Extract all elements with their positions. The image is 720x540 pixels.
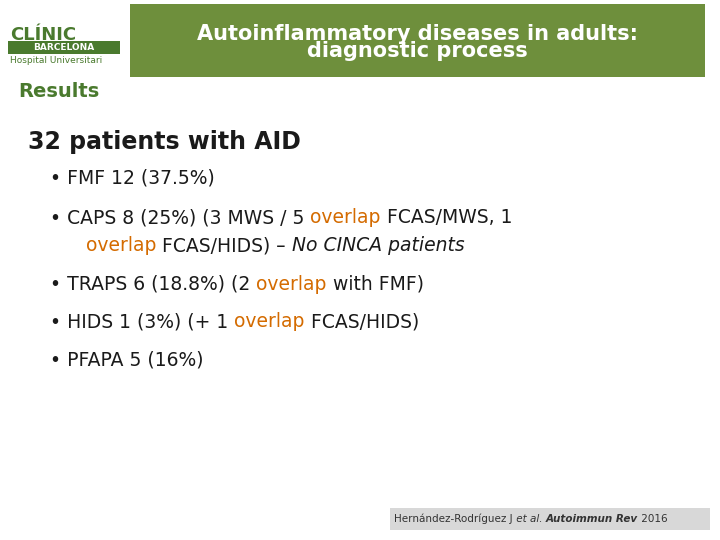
Text: Results: Results [18,82,99,101]
Text: 32 patients with AID: 32 patients with AID [28,130,301,154]
Text: Hospital Universitari: Hospital Universitari [10,56,102,65]
Text: et al.: et al. [513,514,545,524]
Text: overlap: overlap [68,236,156,255]
Text: Autoimmun Rev: Autoimmun Rev [545,514,637,524]
Text: overlap: overlap [256,275,327,294]
Text: • HIDS 1 (3%) (+ 1: • HIDS 1 (3%) (+ 1 [50,312,234,331]
Text: No CINCA patients: No CINCA patients [292,236,464,255]
Text: Autoinflammatory diseases in adults:: Autoinflammatory diseases in adults: [197,24,638,44]
Text: 2016: 2016 [637,514,667,524]
Text: BARCELONA: BARCELONA [33,43,94,52]
Text: FCAS/HIDS) –: FCAS/HIDS) – [156,236,292,255]
Text: CLÍNIC: CLÍNIC [10,26,76,44]
Text: FCAS/HIDS): FCAS/HIDS) [305,312,419,331]
Text: • TRAPS 6 (18.8%) (2: • TRAPS 6 (18.8%) (2 [50,275,256,294]
Text: diagnostic process: diagnostic process [307,41,528,62]
Text: with FMF): with FMF) [327,275,423,294]
Text: Hernández-Rodríguez J: Hernández-Rodríguez J [394,514,513,524]
Text: overlap: overlap [234,312,305,331]
Text: • PFAPA 5 (16%): • PFAPA 5 (16%) [50,350,204,369]
Text: • CAPS 8 (25%) (3 MWS / 5: • CAPS 8 (25%) (3 MWS / 5 [50,208,310,227]
Text: overlap: overlap [310,208,381,227]
Text: FCAS/MWS, 1: FCAS/MWS, 1 [381,208,512,227]
Text: • FMF 12 (37.5%): • FMF 12 (37.5%) [50,168,215,187]
